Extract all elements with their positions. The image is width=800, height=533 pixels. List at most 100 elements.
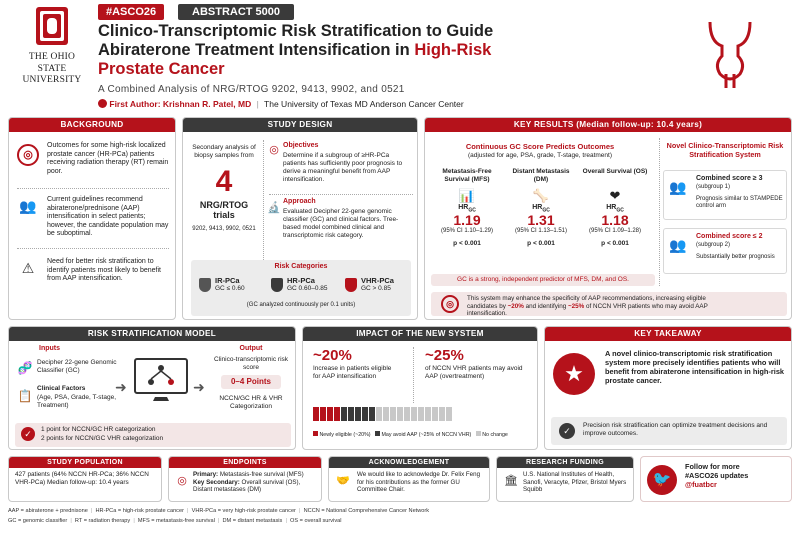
approach-text: Evaluated Decipher 22-gene genomic class…: [283, 208, 399, 239]
logo-line1: THE OHIO STATE: [28, 52, 76, 74]
impact-stat-2: ~25%: [425, 347, 464, 364]
input-clinical-title: Clinical Factors: [37, 385, 86, 392]
handshake-icon: 🤝: [336, 475, 350, 487]
inputs-title: Inputs: [39, 345, 60, 352]
subgroup1: 👥 Combined score ≥ 3 (subgroup 1) Progno…: [663, 170, 787, 220]
risk-ir: IR-PCa GC ≤ 0.60: [199, 276, 267, 293]
arrow-left: ➜: [115, 379, 127, 395]
patient-figure-may-avoid: [355, 407, 361, 421]
risk-model-header: RISK STRATIFICATION MODEL: [9, 327, 295, 341]
patient-figure-may-avoid: [341, 407, 347, 421]
objectives-title: Objectives: [283, 142, 319, 149]
trial-count: 4: [215, 165, 233, 198]
star-icon: ★: [553, 353, 595, 395]
heart-pulse-icon: ❤: [609, 188, 621, 203]
funding-header: RESEARCH FUNDING: [497, 457, 633, 468]
impact-panel: IMPACT OF THE NEW SYSTEM ~20% Increase i…: [302, 326, 538, 450]
prostate-organ-icon: [708, 21, 752, 88]
microscope-icon: 🔬: [267, 202, 281, 214]
group-red-icon: 👥: [669, 237, 687, 253]
conference-tag: #ASCO26: [98, 4, 165, 20]
abstract-tag: ABSTRACT 5000: [178, 4, 295, 20]
osu-logo: THE OHIO STATE UNIVERSITY: [14, 6, 90, 86]
social-handle[interactable]: @fuatbcr: [685, 479, 717, 489]
subgroup2: 👥 Combined score ≤ 2 (subgroup 2) Substa…: [663, 228, 787, 274]
funding-panel: RESEARCH FUNDING 🏛 U.S. National Institu…: [496, 456, 634, 502]
endpoint-os: Overall Survival (OS) ❤ HRGC 1.18 (95% C…: [579, 168, 651, 248]
risk-model-panel: RISK STRATIFICATION MODEL Inputs 🧬 Decip…: [8, 326, 296, 450]
logo-line2: UNIVERSITY: [22, 75, 82, 86]
institution-icon: 🏛: [504, 475, 518, 487]
takeaway-sub-box: ✓ Precision risk stratification can opti…: [551, 417, 787, 445]
background-item-1: Outcomes for some high-risk localized pr…: [47, 142, 169, 175]
trials-list: 9202, 9413, 9902, 0521: [192, 226, 256, 232]
poster-title: Clinico-Transcriptomic Risk Stratificati…: [98, 22, 658, 79]
background-header: BACKGROUND: [9, 118, 175, 132]
patient-figure-no-change: [390, 407, 396, 421]
target-icon: ◎: [17, 144, 39, 166]
author-line: First Author: Krishnan R. Patel, MD | Th…: [98, 99, 464, 109]
patient-figure-may-avoid: [362, 407, 368, 421]
takeaway-sub: Precision risk stratification can optimi…: [583, 422, 768, 437]
points-box: 0–4 Points: [221, 375, 281, 389]
dna-icon: 🧬: [17, 361, 33, 375]
patient-figure-no-change: [439, 407, 445, 421]
study-design-header: STUDY DESIGN: [183, 118, 417, 132]
endpoints-target-icon: ◎: [177, 475, 187, 487]
bone-icon: 🦴: [532, 188, 550, 203]
endpoint-dm: Distant Metastasis (DM) 🦴 HRGC 1.31 (95%…: [505, 168, 577, 248]
title-line1: Clinico-Transcriptomic Risk Stratificati…: [98, 22, 494, 40]
endpoints-text: Primary: Metastasis-free survival (MFS) …: [193, 471, 304, 494]
patient-figure-newly-eligible: [320, 407, 326, 421]
patient-figure-no-change: [418, 407, 424, 421]
approach-title: Approach: [283, 198, 316, 205]
system-note-box: ◎ This system may enhance the specificit…: [431, 292, 787, 318]
check-dark-icon: ✓: [559, 423, 575, 439]
risk-vhr: VHR-PCa GC > 0.85: [345, 276, 409, 293]
person-icon: [98, 99, 107, 108]
title-line2: Abiraterone Treatment Intensification in…: [98, 41, 492, 59]
patient-figure-no-change: [383, 407, 389, 421]
risk-title: Risk Categories: [274, 263, 328, 270]
categorization: NCCN/GC HR & VHR Categorization: [219, 395, 283, 410]
funding-text: U.S. National Institutes of Health, Sano…: [523, 471, 627, 494]
background-item-3: Need for better risk stratification to i…: [47, 258, 162, 283]
population-panel: STUDY POPULATION 427 patients (64% NCCN …: [8, 456, 162, 502]
subtitle: A Combined Analysis of NRG/RTOG 9202, 94…: [98, 84, 405, 95]
endpoints-panel: ENDPOINTS ◎ Primary: Metastasis-free sur…: [168, 456, 322, 502]
gc-note-box: GC is a strong, independent predictor of…: [431, 274, 655, 286]
shield-grey-icon: [199, 278, 211, 292]
input-gc: Decipher 22-gene Genomic Classifier (GC): [37, 359, 117, 374]
patient-figure-newly-eligible: [334, 407, 340, 421]
people-icon: 👥: [19, 198, 37, 214]
system-note: This system may enhance the specificity …: [467, 295, 708, 318]
background-panel: BACKGROUND ◎ Outcomes for some high-risk…: [8, 117, 176, 320]
study-design-panel: STUDY DESIGN Secondary analysis of biops…: [182, 117, 418, 320]
output-title: Output: [239, 345, 263, 352]
patient-figure-no-change: [446, 407, 452, 421]
endpoint-mfs: Metastasis-Free Survival (MFS) 📊 HRGC 1.…: [431, 168, 503, 248]
impact-text-2: of NCCN VHR patients may avoid AAP (over…: [425, 365, 523, 380]
takeaway-panel: KEY TAKEAWAY ★ A novel clinico-transcrip…: [544, 326, 792, 450]
rules-box: ✓ 1 point for NCCN/GC HR categorization …: [15, 423, 291, 447]
social-text: Follow for more #ASCO26 updates @fuatbcr: [685, 462, 789, 490]
gc-title: Continuous GC Score Predicts Outcomes: [465, 142, 615, 151]
clipboard-icon: 📋: [17, 389, 33, 403]
block-o-icon: [36, 7, 68, 45]
shield-red-icon: [345, 278, 357, 292]
patient-figure-may-avoid: [369, 407, 375, 421]
trials-label: NRG/RTOG trials: [199, 200, 249, 220]
key-results-header: KEY RESULTS (Median follow-up: 10.4 year…: [425, 118, 791, 132]
novel-title: Novel Clinico-Transcriptomic Risk Strati…: [666, 141, 784, 159]
arrow-right: ➜: [193, 379, 205, 395]
patient-figure-no-change: [397, 407, 403, 421]
shield-dark-icon: [271, 278, 283, 292]
background-item-2: Current guidelines recommend abiraterone…: [47, 196, 169, 238]
output-label: Clinico-transcriptomic risk score: [213, 356, 289, 371]
impact-legend: Newly eligible (~20%) May avoid AAP (~25…: [313, 431, 537, 438]
impact-stat-1: ~20%: [313, 347, 352, 364]
target-small-icon: ◎: [441, 295, 459, 313]
population-header: STUDY POPULATION: [9, 457, 161, 468]
ack-text: We would like to acknowledge Dr. Felix F…: [357, 471, 481, 494]
gc-subtitle: (adjusted for age, PSA, grade, T-stage, …: [467, 152, 613, 159]
